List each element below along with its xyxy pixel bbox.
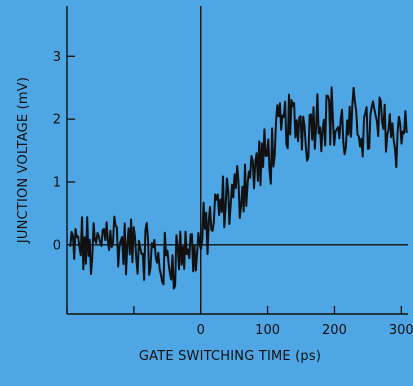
y-axis-label: JUNCTION VOLTAGE (mV) — [16, 77, 31, 244]
y-tick-label-0: 0 — [53, 238, 61, 253]
x-tick-label-0: 0 — [197, 323, 205, 338]
y-axis-ticks: 0 1 2 3 — [53, 50, 75, 253]
x-axis-label: GATE SWITCHING TIME (ps) — [139, 349, 321, 364]
x-axis-ticks: 0 100 200 300 — [66, 306, 413, 338]
x-tick-label-100: 100 — [255, 323, 280, 338]
x-tick-label-300: 300 — [389, 323, 413, 338]
junction-voltage-trace — [69, 86, 408, 290]
y-tick-label-2: 2 — [53, 113, 61, 128]
plot-frame — [66, 6, 408, 315]
y-tick-label-3: 3 — [53, 50, 61, 65]
x-tick-label-200: 200 — [322, 323, 347, 338]
y-tick-label-1: 1 — [53, 176, 61, 191]
